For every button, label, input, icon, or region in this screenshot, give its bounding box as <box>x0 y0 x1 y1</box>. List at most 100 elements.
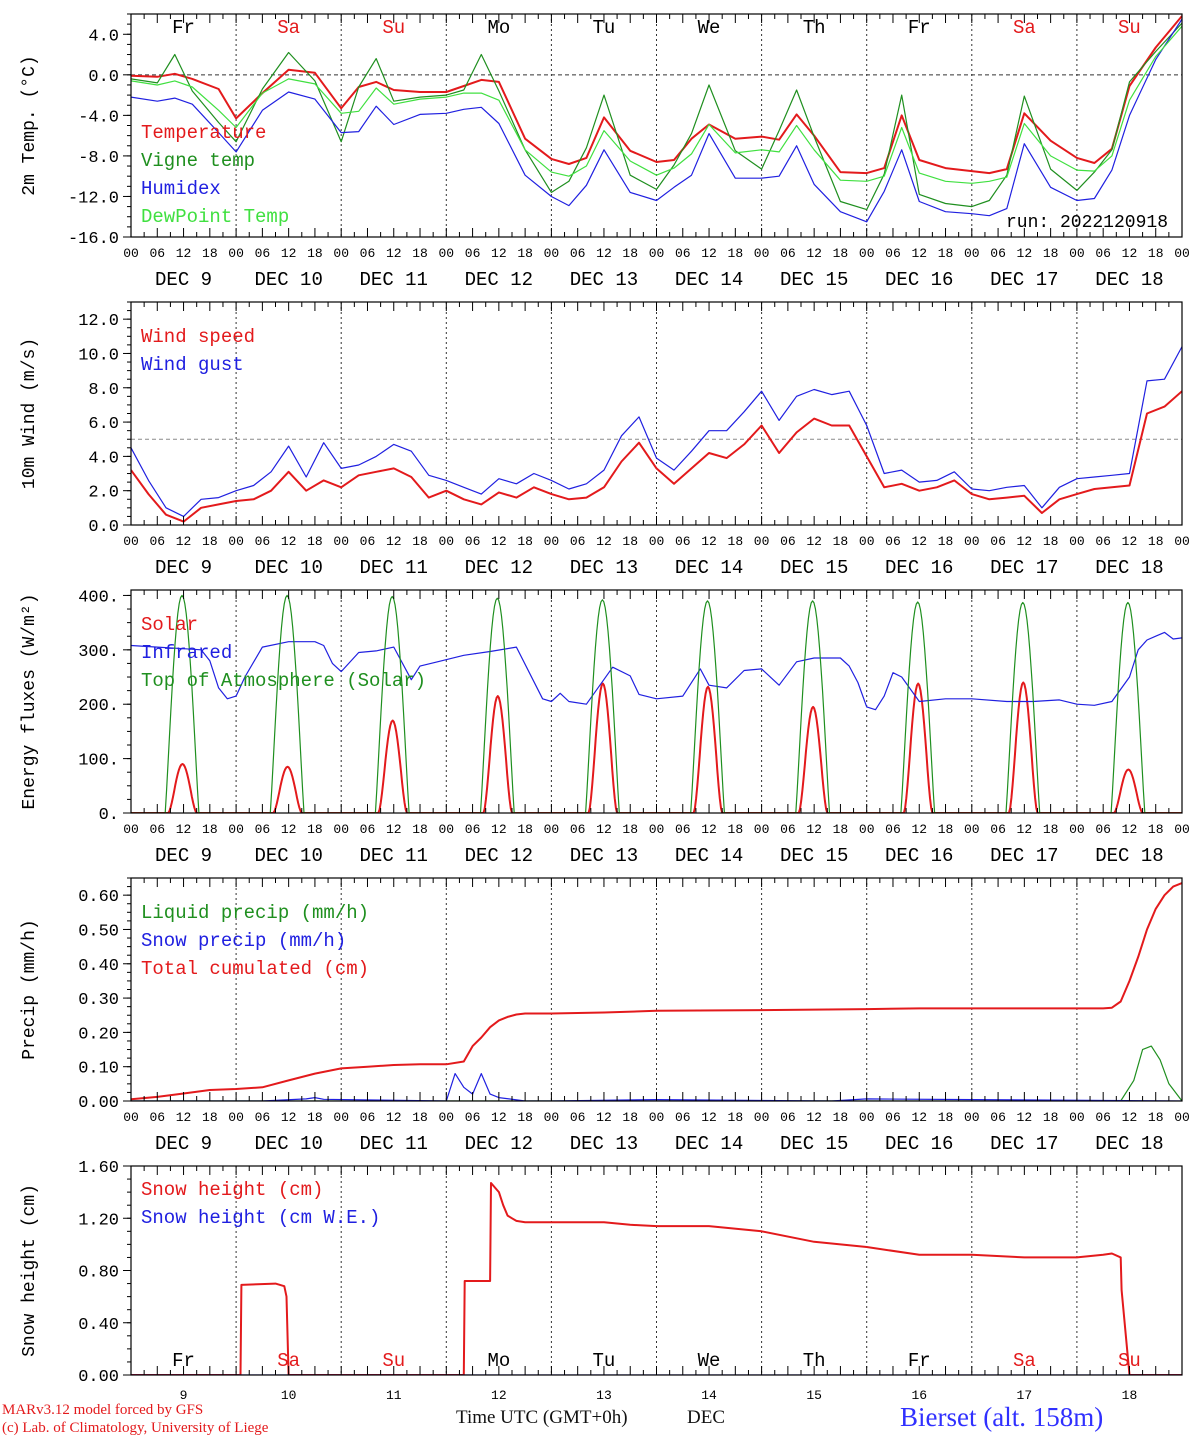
series-vigne-temp <box>131 22 1182 211</box>
weekday-label: Sa <box>277 1350 300 1372</box>
hour-tick-label: 06 <box>149 822 165 837</box>
legend-entry: Total cumulated (cm) <box>141 958 369 980</box>
date-label: DEC 15 <box>780 845 848 867</box>
day-number-label: 15 <box>806 1388 822 1403</box>
hour-tick-label: 12 <box>911 1110 927 1125</box>
y-tick-label: 1.20 <box>78 1211 119 1230</box>
hour-tick-label: 06 <box>570 1110 586 1125</box>
hour-tick-label: 18 <box>622 822 638 837</box>
hour-tick-label: 00 <box>964 246 980 261</box>
y-tick-label: 12.0 <box>78 312 119 331</box>
series-total-cumulated-cm <box>131 882 1182 1101</box>
date-label: DEC 9 <box>155 269 212 291</box>
hour-tick-label: 12 <box>596 534 612 549</box>
hour-tick-label: 12 <box>1122 246 1138 261</box>
y-tick-label: -4.0 <box>78 108 119 127</box>
hour-tick-label: 18 <box>1043 246 1059 261</box>
hour-tick-label: 18 <box>1148 822 1164 837</box>
date-label: DEC 13 <box>570 845 638 867</box>
hour-tick-label: 06 <box>570 246 586 261</box>
hour-tick-label: 18 <box>1148 1110 1164 1125</box>
hour-tick-label: 18 <box>202 822 218 837</box>
series-snow-precip-mm-h <box>131 1073 1182 1101</box>
hour-tick-label: 18 <box>1043 534 1059 549</box>
hour-tick-label: 18 <box>833 246 849 261</box>
series-solar <box>131 681 1182 813</box>
day-number-label: 14 <box>701 1388 717 1403</box>
weekday-label: Th <box>803 17 826 39</box>
y-tick-label: -12.0 <box>68 189 119 208</box>
hour-tick-label: 18 <box>1043 822 1059 837</box>
hour-tick-label: 06 <box>675 534 691 549</box>
series-top-of-atmosphere-solar <box>131 594 1182 813</box>
hour-tick-label: 00 <box>859 534 875 549</box>
hour-tick-label: 00 <box>754 246 770 261</box>
hour-tick-label: 12 <box>1122 1110 1138 1125</box>
hour-tick-label: 06 <box>1095 246 1111 261</box>
hour-tick-label: 12 <box>1017 1110 1033 1125</box>
date-label: DEC 11 <box>360 269 428 291</box>
hour-tick-label: 18 <box>1043 1110 1059 1125</box>
hour-tick-label: 18 <box>412 822 428 837</box>
date-label: DEC 17 <box>990 269 1058 291</box>
hour-tick-label: 12 <box>806 822 822 837</box>
hour-tick-label: 00 <box>228 246 244 261</box>
hour-tick-label: 18 <box>622 246 638 261</box>
hour-tick-label: 06 <box>465 822 481 837</box>
y-axis-label: 2m Temp. (°C) <box>20 55 40 195</box>
series-wind-gust <box>131 346 1182 517</box>
hour-tick-label: 12 <box>176 246 192 261</box>
hour-tick-label: 00 <box>649 246 665 261</box>
hour-tick-label: 06 <box>465 534 481 549</box>
hour-tick-label: 00 <box>754 822 770 837</box>
hour-tick-label: 06 <box>990 534 1006 549</box>
hour-tick-label: 18 <box>833 534 849 549</box>
hour-tick-label: 12 <box>281 534 297 549</box>
hour-tick-label: 00 <box>1069 246 1085 261</box>
legend-entry: Humidex <box>141 178 221 200</box>
hour-tick-label: 06 <box>1095 534 1111 549</box>
hour-tick-label: 06 <box>255 1110 271 1125</box>
legend-entry: Snow height (cm W.E.) <box>141 1207 380 1229</box>
date-label: DEC 16 <box>885 269 953 291</box>
hour-tick-label: 12 <box>176 534 192 549</box>
date-label: DEC 17 <box>990 557 1058 579</box>
y-tick-label: 8.0 <box>88 381 119 400</box>
legend-entry: Temperature <box>141 122 266 144</box>
hour-tick-label: 18 <box>412 246 428 261</box>
legend-entry: Snow height (cm) <box>141 1179 323 1201</box>
hour-tick-label: 12 <box>491 246 507 261</box>
y-tick-label: -16.0 <box>68 230 119 249</box>
series-humidex <box>131 18 1182 223</box>
y-axis-label: 10m Wind (m/s) <box>20 338 40 489</box>
hour-tick-label: 12 <box>701 1110 717 1125</box>
hour-tick-label: 00 <box>438 822 454 837</box>
date-label: DEC 11 <box>360 1133 428 1155</box>
hour-tick-label: 06 <box>780 246 796 261</box>
y-tick-label: 0.40 <box>78 957 119 976</box>
hour-tick-label: 06 <box>885 246 901 261</box>
hour-tick-label: 12 <box>386 1110 402 1125</box>
hour-tick-label: 18 <box>622 1110 638 1125</box>
hour-tick-label: 18 <box>412 1110 428 1125</box>
hour-tick-label: 00 <box>1069 534 1085 549</box>
hour-tick-label: 06 <box>780 1110 796 1125</box>
hour-tick-label: 06 <box>990 822 1006 837</box>
hour-tick-label: 18 <box>938 246 954 261</box>
hour-tick-label: 00 <box>859 246 875 261</box>
day-number-label: 17 <box>1017 1388 1033 1403</box>
hour-tick-label: 00 <box>544 246 560 261</box>
hour-tick-label: 18 <box>728 822 744 837</box>
hour-tick-label: 18 <box>728 1110 744 1125</box>
hour-tick-label: 18 <box>412 534 428 549</box>
date-label: DEC 11 <box>360 557 428 579</box>
hour-tick-label: 00 <box>649 822 665 837</box>
y-tick-label: 0.50 <box>78 922 119 941</box>
date-label: DEC 15 <box>780 269 848 291</box>
y-tick-label: 6.0 <box>88 415 119 434</box>
y-tick-label: 0.0 <box>88 68 119 87</box>
hour-tick-label: 00 <box>754 1110 770 1125</box>
hour-tick-label: 06 <box>885 822 901 837</box>
hour-tick-label: 06 <box>360 246 376 261</box>
